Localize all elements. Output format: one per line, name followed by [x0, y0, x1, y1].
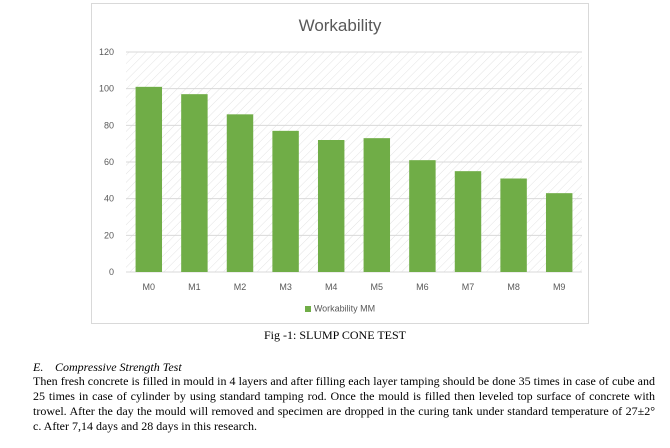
bar	[363, 138, 391, 272]
bar	[135, 86, 163, 272]
x-tick-label: M9	[553, 282, 566, 292]
x-tick-label: M3	[279, 282, 292, 292]
y-tick-label: 100	[99, 84, 114, 94]
section-number: E.	[33, 360, 44, 374]
bar	[500, 178, 527, 272]
chart-title: Workability	[298, 16, 382, 35]
legend-label: Workability MM	[313, 303, 376, 314]
bar	[317, 140, 345, 272]
chart-frame: Workability 0 20 40 60 80 100 120 M0 M1 M2 M3 M4 M5…	[91, 3, 589, 324]
y-tick-label: 20	[104, 230, 114, 240]
y-tick-label: 60	[104, 157, 114, 167]
x-tick-label: M7	[462, 282, 475, 292]
bar	[545, 193, 573, 272]
bar	[272, 130, 299, 272]
bar	[226, 114, 254, 272]
section-title: Compressive Strength Test	[55, 360, 182, 374]
x-tick-label: M8	[507, 282, 520, 292]
y-tick-label: 80	[104, 120, 114, 130]
legend-swatch	[304, 305, 311, 312]
bar	[409, 160, 436, 272]
x-tick-label: M4	[325, 282, 338, 292]
x-tick-label: M1	[188, 282, 201, 292]
y-tick-label: 40	[104, 194, 114, 204]
section-heading: E. Compressive Strength Test	[33, 360, 182, 375]
body-paragraph: Then fresh concrete is filled in mould i…	[33, 374, 655, 433]
chart-legend: Workability MM	[92, 303, 588, 314]
bar	[181, 94, 208, 273]
y-tick-label: 120	[99, 47, 114, 57]
x-tick-label: M5	[371, 282, 384, 292]
bar-chart: 0 20 40 60 80 100 120 M0 M1 M2 M3 M4 M5 M6 M7 M8 M9	[99, 47, 582, 292]
figure-caption: Fig -1: SLUMP CONE TEST	[263, 328, 407, 342]
x-tick-label: M0	[143, 282, 156, 292]
x-tick-label: M2	[234, 282, 247, 292]
bar	[454, 171, 482, 272]
x-tick-label: M6	[416, 282, 429, 292]
y-tick-label: 0	[109, 267, 114, 277]
